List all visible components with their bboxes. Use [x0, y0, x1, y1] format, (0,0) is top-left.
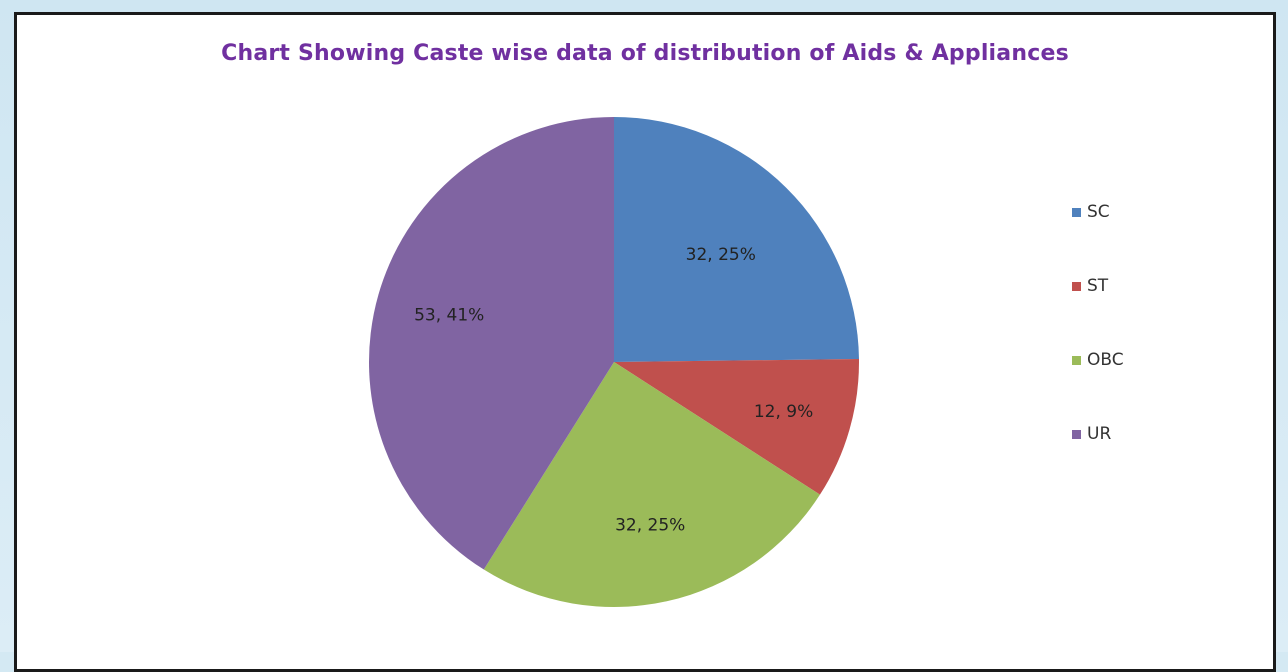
legend-item-ur: UR: [1072, 422, 1124, 446]
legend-swatch: [1072, 207, 1081, 217]
legend-swatch: [1072, 281, 1081, 291]
legend-item-obc: OBC: [1072, 348, 1124, 372]
legend-swatch: [1072, 355, 1081, 365]
legend-item-sc: SC: [1072, 200, 1124, 224]
pie-slice-ur: [369, 117, 614, 570]
legend-item-st: ST: [1072, 274, 1124, 298]
pie-chart: 32, 25% 12, 9% 32, 25% 53, 41%: [369, 117, 859, 607]
data-label-obc: 32, 25%: [615, 516, 685, 536]
legend-label: UR: [1087, 424, 1112, 444]
pie-slice-st: [614, 359, 859, 495]
chart-title: Chart Showing Caste wise data of distrib…: [221, 41, 1069, 66]
legend-label: OBC: [1087, 350, 1124, 370]
data-label-st: 12, 9%: [754, 402, 813, 422]
legend-label: ST: [1087, 276, 1109, 296]
pie-slice-sc: [614, 117, 859, 362]
data-label-ur: 53, 41%: [414, 306, 484, 326]
chart-legend: SC ST OBC UR: [1072, 200, 1124, 496]
legend-swatch: [1072, 429, 1081, 439]
data-label-sc: 32, 25%: [686, 245, 756, 265]
legend-label: SC: [1087, 202, 1110, 222]
pie-slice-obc: [483, 362, 820, 607]
